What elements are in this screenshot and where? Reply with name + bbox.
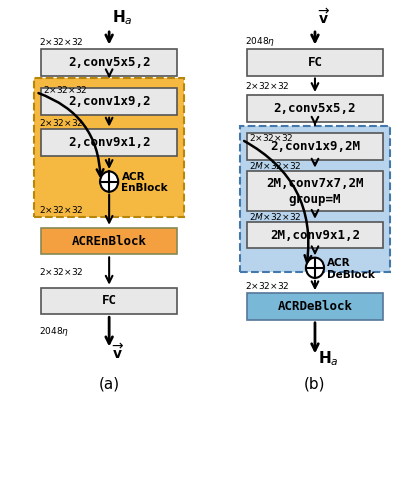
Text: (b): (b) (304, 377, 326, 391)
FancyBboxPatch shape (247, 133, 383, 160)
Text: FC: FC (307, 55, 323, 69)
Text: ACRDeBlock: ACRDeBlock (278, 300, 352, 313)
Text: $\overrightarrow{\mathbf{v}}$: $\overrightarrow{\mathbf{v}}$ (113, 342, 125, 361)
FancyBboxPatch shape (247, 293, 383, 320)
Text: $2M{\times}32{\times}32$: $2M{\times}32{\times}32$ (249, 211, 302, 222)
Text: 2,conv1x9,2: 2,conv1x9,2 (68, 95, 150, 108)
FancyBboxPatch shape (247, 222, 383, 249)
Text: 2,conv5x5,2: 2,conv5x5,2 (68, 55, 150, 69)
Text: $2{\times}32{\times}32$: $2{\times}32{\times}32$ (39, 204, 84, 215)
Text: 2M,conv7x7,2M: 2M,conv7x7,2M (266, 177, 364, 190)
Text: 2,conv1x9,2M: 2,conv1x9,2M (270, 140, 360, 153)
Text: group=M: group=M (289, 193, 341, 206)
Text: FC: FC (102, 294, 117, 307)
FancyBboxPatch shape (41, 130, 177, 156)
Text: 2,conv5x5,2: 2,conv5x5,2 (274, 102, 356, 115)
FancyBboxPatch shape (41, 228, 177, 254)
FancyBboxPatch shape (240, 126, 390, 272)
FancyBboxPatch shape (41, 288, 177, 315)
Text: 2M,conv9x1,2: 2M,conv9x1,2 (270, 228, 360, 241)
Text: $2{\times}32{\times}32$: $2{\times}32{\times}32$ (245, 80, 290, 91)
FancyBboxPatch shape (34, 78, 184, 217)
Text: $\overrightarrow{\mathbf{v}}$: $\overrightarrow{\mathbf{v}}$ (318, 7, 331, 27)
FancyBboxPatch shape (247, 95, 383, 121)
Text: $\mathbf{H}_a$: $\mathbf{H}_a$ (318, 349, 339, 368)
Text: DeBlock: DeBlock (327, 270, 375, 280)
Text: $2048\eta$: $2048\eta$ (245, 35, 275, 48)
Text: $2{\times}32{\times}32$: $2{\times}32{\times}32$ (39, 36, 84, 47)
Text: EnBlock: EnBlock (121, 184, 168, 194)
Text: $2{\times}32{\times}32$: $2{\times}32{\times}32$ (249, 132, 294, 143)
FancyBboxPatch shape (41, 88, 177, 115)
Text: ACR: ACR (121, 172, 145, 182)
Text: $2M{\times}32{\times}32$: $2M{\times}32{\times}32$ (249, 160, 302, 171)
Text: $2{\times}32{\times}32$: $2{\times}32{\times}32$ (245, 280, 290, 291)
Text: 2,conv9x1,2: 2,conv9x1,2 (68, 136, 150, 149)
Text: $2{\times}32{\times}32$: $2{\times}32{\times}32$ (39, 265, 84, 276)
FancyBboxPatch shape (247, 171, 383, 211)
FancyBboxPatch shape (41, 49, 177, 76)
FancyBboxPatch shape (247, 49, 383, 76)
Text: $2{\times}32{\times}32$: $2{\times}32{\times}32$ (39, 117, 84, 128)
Circle shape (100, 172, 118, 192)
Text: $2{\times}32{\times}32$: $2{\times}32{\times}32$ (43, 84, 88, 95)
Circle shape (306, 258, 324, 278)
Text: ACREnBlock: ACREnBlock (72, 235, 147, 248)
Text: (a): (a) (99, 377, 120, 391)
Text: $\mathbf{H}_a$: $\mathbf{H}_a$ (113, 8, 133, 27)
Text: $2048\eta$: $2048\eta$ (39, 326, 69, 338)
Text: ACR: ACR (327, 258, 351, 268)
